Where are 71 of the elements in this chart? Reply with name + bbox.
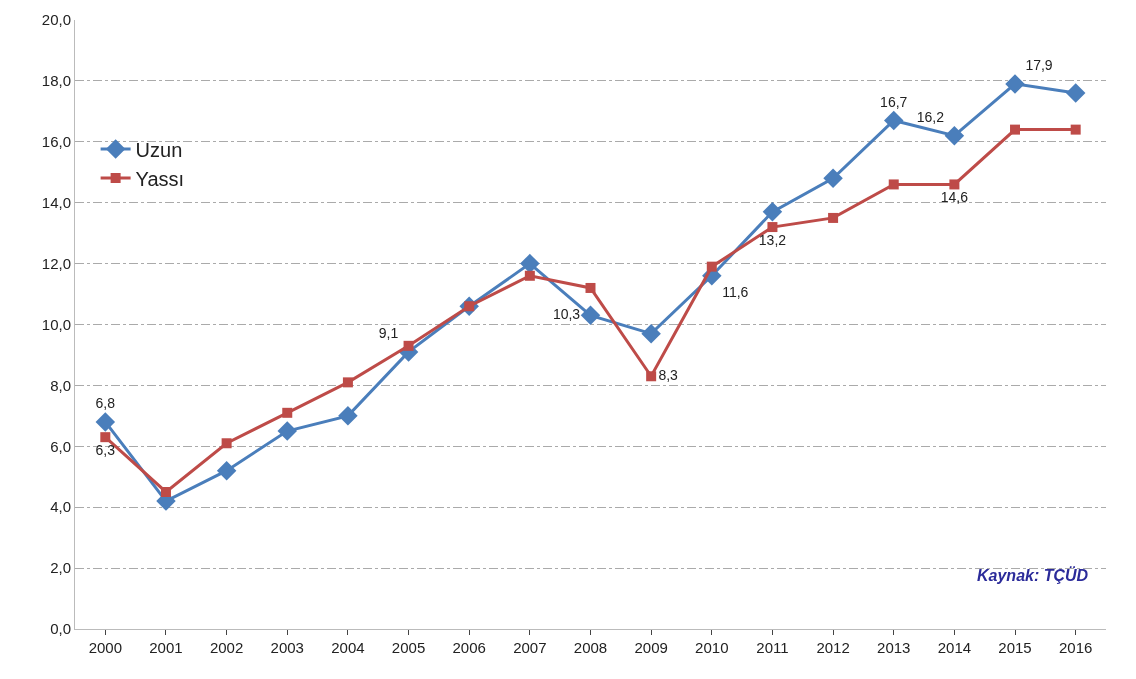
y-tick-label: 8,0 [50, 376, 71, 394]
point [520, 253, 540, 274]
point [706, 261, 717, 272]
annotation: Kaynak: TÇÜD [977, 566, 1089, 584]
x-tick-label: 2009 [634, 639, 668, 656]
data-label: 16,2 [916, 108, 945, 125]
data-label: 9,1 [378, 325, 399, 342]
point [524, 270, 535, 281]
x-tick-label: 2014 [937, 639, 972, 656]
point [221, 438, 232, 449]
data-label: 17,9 [1025, 57, 1053, 74]
point [580, 305, 601, 326]
y-tick-label: 12,0 [41, 254, 71, 272]
point [95, 412, 116, 432]
point [338, 406, 358, 426]
x-tick-label: 2001 [149, 639, 183, 656]
y-tick-label: 0,0 [50, 620, 71, 638]
y-tick-label: 10,0 [41, 315, 71, 333]
point [1005, 74, 1025, 94]
y-tick-label: 20,0 [41, 11, 71, 29]
data-label: 6,3 [95, 441, 116, 458]
point [949, 179, 960, 190]
point [641, 323, 661, 344]
point [216, 460, 237, 481]
point [160, 486, 171, 497]
x-tick-label: 2008 [573, 639, 608, 656]
point [282, 407, 293, 418]
point [342, 377, 353, 388]
y-tick-label: 16,0 [41, 133, 71, 151]
x-tick-label: 2002 [209, 639, 244, 656]
y-tick-label: 14,0 [41, 193, 71, 211]
data-label: 13,2 [758, 231, 787, 248]
point [585, 282, 596, 293]
x-tick-label: 2016 [1058, 639, 1093, 656]
data-label: 8,3 [658, 366, 679, 383]
legend-label: Uzun [135, 138, 183, 161]
y-tick-label: 18,0 [41, 72, 71, 90]
x-tick-label: 2015 [998, 639, 1032, 656]
y-tick-label: 4,0 [50, 498, 71, 516]
data-label: 16,7 [880, 93, 908, 110]
x-tick-label: 2011 [756, 639, 789, 656]
point [944, 125, 965, 146]
point [1010, 124, 1021, 135]
data-label: 6,8 [95, 395, 116, 412]
point [828, 212, 839, 223]
legend-label: Yassı [135, 167, 185, 190]
y-tick-label: 6,0 [50, 437, 71, 455]
point [767, 222, 778, 233]
x-tick-label: 2004 [331, 639, 365, 656]
x-tick-label: 2013 [877, 639, 911, 656]
point [823, 168, 843, 189]
data-label: 10,3 [552, 305, 581, 322]
x-tick-label: 2000 [88, 639, 123, 656]
point [403, 340, 414, 351]
x-tick-label: 2005 [391, 639, 426, 656]
x-tick-label: 2010 [695, 639, 729, 656]
point [883, 110, 904, 131]
x-tick-label: 2007 [513, 639, 547, 656]
point [1070, 124, 1081, 135]
y-tick-label: 2,0 [50, 559, 71, 577]
data-label: 14,6 [940, 189, 969, 206]
point [277, 421, 298, 441]
x-tick-label: 2006 [452, 639, 486, 656]
point [888, 179, 899, 190]
point [1065, 83, 1086, 103]
point [762, 202, 783, 222]
x-tick-label: 2012 [816, 639, 850, 656]
x-tick-label: 2003 [270, 639, 304, 656]
data-label: 11,6 [722, 283, 749, 300]
point [646, 371, 657, 382]
point [100, 432, 111, 443]
